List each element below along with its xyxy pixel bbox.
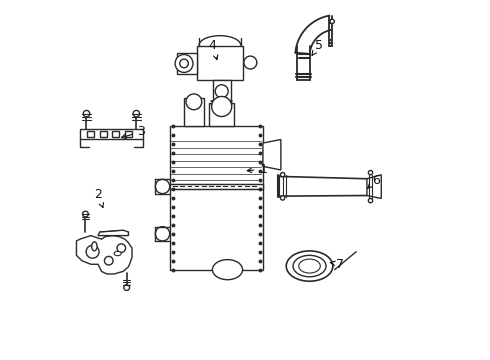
- Bar: [209, 103, 234, 126]
- Circle shape: [83, 111, 90, 117]
- Polygon shape: [263, 139, 281, 170]
- Text: 5: 5: [312, 39, 323, 55]
- Circle shape: [330, 19, 334, 23]
- Circle shape: [212, 96, 232, 117]
- Ellipse shape: [92, 242, 97, 251]
- Text: 3: 3: [122, 125, 146, 139]
- Circle shape: [82, 211, 88, 217]
- Circle shape: [368, 198, 373, 203]
- Text: 4: 4: [209, 39, 218, 60]
- Polygon shape: [76, 235, 132, 274]
- Bar: [170, 126, 263, 270]
- Text: 1: 1: [247, 163, 267, 176]
- Bar: [87, 131, 95, 137]
- Circle shape: [280, 196, 285, 200]
- Bar: [184, 98, 204, 126]
- Ellipse shape: [114, 251, 122, 256]
- Circle shape: [280, 172, 285, 177]
- Bar: [196, 45, 243, 80]
- Bar: [112, 131, 120, 137]
- Circle shape: [368, 171, 373, 175]
- Circle shape: [104, 256, 113, 265]
- Text: 7: 7: [330, 258, 344, 271]
- Circle shape: [86, 245, 99, 258]
- Bar: [170, 184, 263, 189]
- Circle shape: [175, 54, 193, 72]
- Ellipse shape: [299, 259, 320, 273]
- Text: 6: 6: [368, 174, 380, 189]
- Circle shape: [133, 111, 140, 117]
- Circle shape: [215, 85, 228, 98]
- Circle shape: [186, 94, 202, 110]
- Circle shape: [180, 59, 188, 68]
- Bar: [213, 80, 231, 103]
- Polygon shape: [367, 175, 381, 198]
- Circle shape: [155, 226, 170, 241]
- Circle shape: [244, 56, 257, 69]
- Circle shape: [117, 244, 125, 252]
- Circle shape: [124, 285, 129, 291]
- Ellipse shape: [286, 251, 333, 281]
- Circle shape: [155, 179, 170, 194]
- Polygon shape: [98, 230, 128, 235]
- Bar: [80, 129, 143, 139]
- Ellipse shape: [213, 260, 243, 280]
- Text: 2: 2: [94, 188, 103, 207]
- Bar: [125, 131, 132, 137]
- Ellipse shape: [293, 255, 326, 277]
- Bar: [177, 53, 196, 74]
- Bar: [100, 131, 107, 137]
